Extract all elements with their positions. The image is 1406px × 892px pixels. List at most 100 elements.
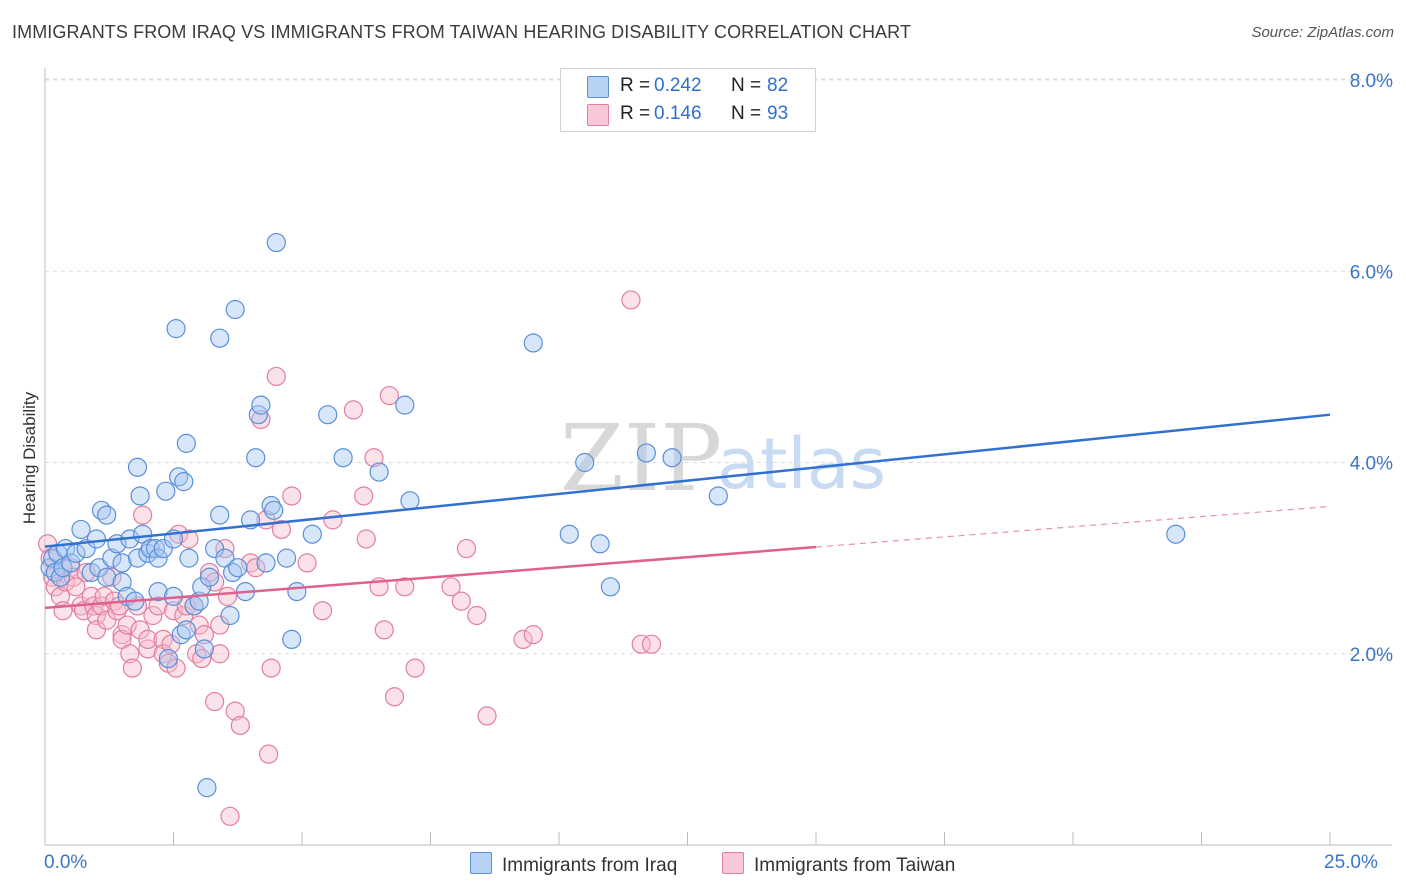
iraq-point bbox=[266, 232, 286, 253]
y-tick-label: 6.0% bbox=[1350, 262, 1393, 283]
x-max-label: 25.0% bbox=[1324, 852, 1378, 873]
iraq-point bbox=[210, 505, 230, 525]
legend-item-taiwan: Immigrants from Taiwan bbox=[722, 852, 955, 877]
iraq-point bbox=[590, 534, 610, 554]
taiwan-point bbox=[53, 601, 73, 621]
taiwan-point bbox=[112, 625, 132, 645]
iraq-point bbox=[127, 457, 148, 477]
taiwan-point bbox=[477, 706, 497, 726]
iraq-point bbox=[276, 548, 297, 568]
taiwan-point bbox=[179, 529, 199, 549]
iraq-point bbox=[199, 567, 220, 587]
taiwan-point bbox=[163, 601, 184, 621]
taiwan-point bbox=[117, 615, 137, 635]
iraq-point bbox=[179, 548, 199, 568]
taiwan-point bbox=[230, 715, 250, 736]
iraq-point bbox=[158, 648, 178, 669]
iraq-point bbox=[575, 452, 595, 473]
taiwan-point bbox=[148, 596, 168, 616]
taiwan-swatch bbox=[587, 104, 609, 126]
taiwan-trend-line bbox=[44, 545, 817, 610]
iraq-point bbox=[210, 328, 230, 348]
taiwan-point bbox=[266, 366, 286, 387]
taiwan-trend-extension bbox=[815, 505, 1331, 548]
iraq-point bbox=[174, 472, 194, 492]
taiwan-point bbox=[631, 634, 651, 654]
taiwan-point bbox=[220, 806, 240, 826]
y-axis-label: Hearing Disability bbox=[20, 391, 39, 525]
iraq-point bbox=[600, 577, 621, 597]
iraq-point bbox=[153, 538, 173, 559]
iraq-point bbox=[369, 462, 389, 482]
iraq-point bbox=[1166, 524, 1186, 544]
iraq-point bbox=[246, 448, 266, 468]
iraq-point bbox=[176, 620, 196, 640]
taiwan-point bbox=[97, 610, 117, 630]
trend-lines bbox=[44, 413, 1331, 610]
taiwan-point bbox=[210, 615, 230, 635]
taiwan-point bbox=[94, 586, 114, 606]
y-tick-labels: 2.0% 4.0% 6.0% 8.0% bbox=[1350, 71, 1393, 666]
taiwan-point bbox=[354, 486, 374, 506]
taiwan-legend-swatch bbox=[722, 852, 744, 874]
iraq-point bbox=[662, 448, 682, 468]
n-label: N = bbox=[731, 75, 762, 96]
taiwan-point bbox=[194, 625, 214, 645]
iraq-point bbox=[89, 558, 109, 578]
taiwan-point bbox=[45, 577, 65, 597]
taiwan-point bbox=[210, 644, 230, 664]
taiwan-point bbox=[258, 744, 279, 764]
n-value: 93 bbox=[767, 103, 789, 124]
legend-item-iraq: Immigrants from Iraq bbox=[470, 852, 677, 877]
iraq-point bbox=[282, 629, 302, 650]
iraq-point bbox=[148, 548, 168, 568]
taiwan-point bbox=[225, 701, 245, 721]
iraq-point bbox=[318, 405, 338, 425]
taiwan-point bbox=[66, 577, 86, 597]
taiwan-point bbox=[312, 601, 333, 621]
taiwan-point bbox=[641, 634, 662, 654]
n-value: 82 bbox=[767, 75, 789, 96]
y-tick-label: 4.0% bbox=[1350, 454, 1393, 475]
taiwan-point bbox=[86, 605, 107, 626]
x-min-label: 0.0% bbox=[44, 852, 88, 873]
iraq-point bbox=[302, 524, 322, 544]
r-label: R = bbox=[620, 75, 651, 96]
iraq-point bbox=[148, 581, 168, 602]
iraq-point bbox=[61, 553, 81, 573]
taiwan-point bbox=[217, 586, 238, 606]
iraq-point bbox=[194, 639, 214, 659]
taiwan-point bbox=[297, 553, 317, 573]
taiwan-point bbox=[161, 634, 181, 654]
taiwan-point bbox=[467, 605, 487, 626]
iraq-point bbox=[166, 319, 186, 339]
r-value: 0.242 bbox=[654, 75, 702, 96]
taiwan-point bbox=[343, 400, 363, 420]
taiwan-point bbox=[122, 658, 142, 678]
taiwan-point bbox=[374, 620, 394, 640]
taiwan-point bbox=[102, 567, 122, 587]
taiwan-point bbox=[513, 629, 533, 650]
taiwan-point bbox=[76, 562, 96, 583]
iraq-point bbox=[102, 548, 122, 568]
taiwan-point bbox=[261, 658, 281, 678]
iraq-point bbox=[130, 486, 150, 506]
taiwan-point bbox=[356, 529, 376, 549]
taiwan-point bbox=[120, 644, 140, 664]
taiwan-legend-label: Immigrants from Taiwan bbox=[754, 855, 956, 876]
source-label: Source: ZipAtlas.com bbox=[1251, 24, 1394, 41]
iraq-point bbox=[220, 605, 240, 626]
iraq-point bbox=[228, 558, 248, 578]
axes bbox=[44, 68, 1392, 846]
iraq-point bbox=[225, 299, 245, 320]
taiwan-point bbox=[130, 620, 150, 640]
y-tick-label: 8.0% bbox=[1350, 71, 1393, 92]
taiwan-point bbox=[456, 538, 477, 559]
stats-legend: R = 0.242 N = 82 R = 0.146 N = 93 bbox=[560, 68, 816, 132]
y-tick-label: 2.0% bbox=[1350, 645, 1393, 666]
iraq-legend-swatch bbox=[470, 852, 492, 874]
iraq-point bbox=[264, 500, 284, 520]
taiwan-point bbox=[133, 505, 153, 525]
iraq-point bbox=[559, 524, 579, 544]
